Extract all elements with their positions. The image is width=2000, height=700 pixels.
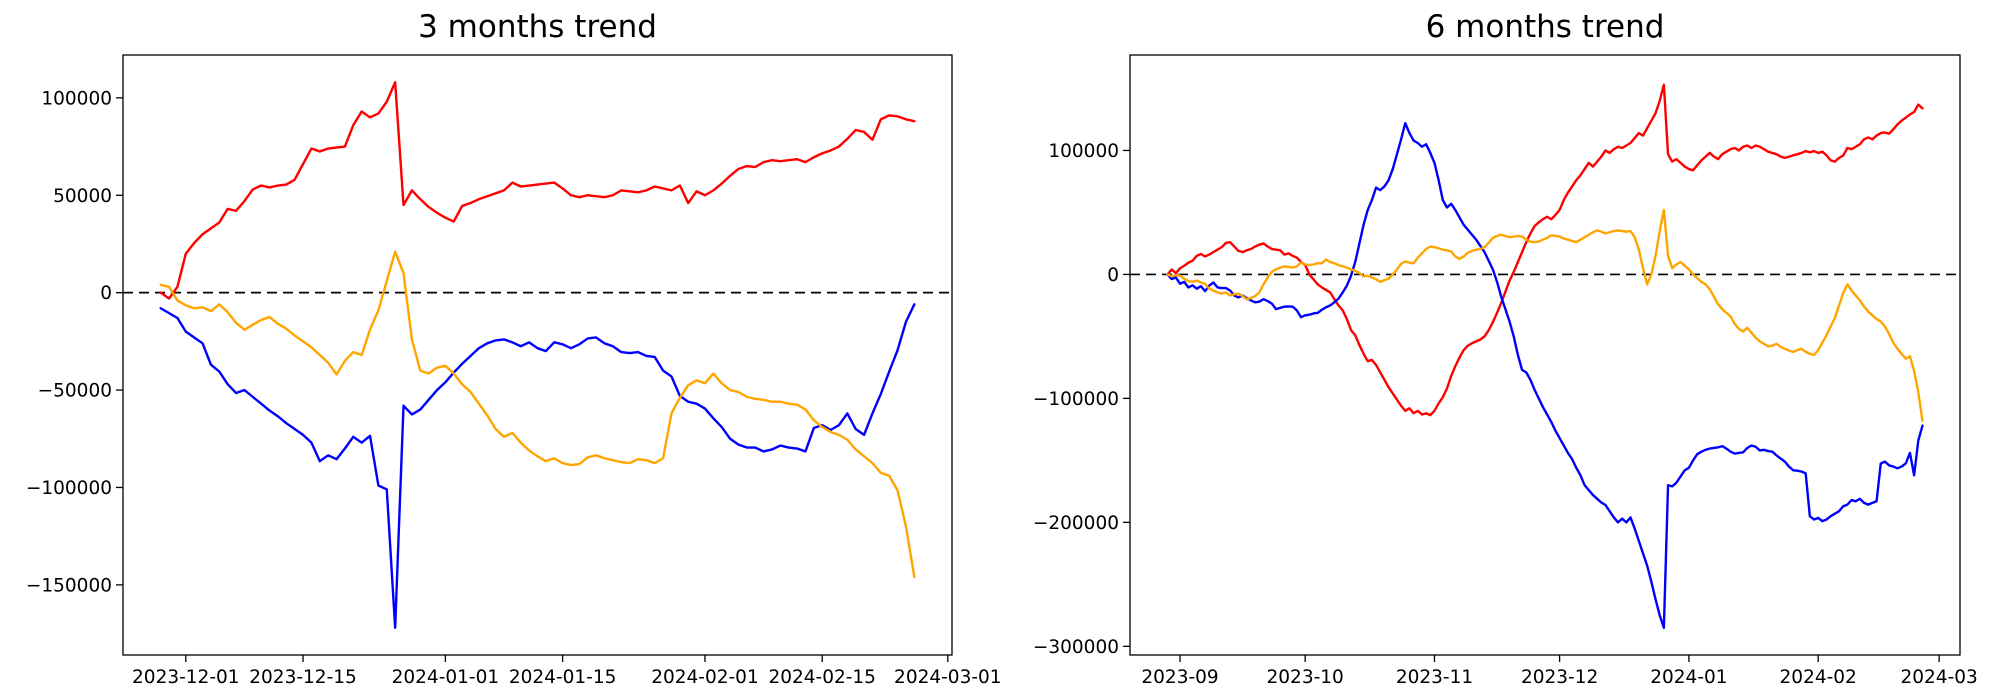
chart-canvas-3-months: 2023-12-01 2023-12-15 2024-01-01 2024-01-15… <box>26 54 1000 688</box>
y-tick-label: 0 <box>1107 265 1119 286</box>
chart-3-months-trend: 3 months trend 2023-12-01 2023-12-15 2024-… <box>26 9 1000 688</box>
plot-border <box>1129 54 1961 656</box>
x-tick-label: 2023-12-01 <box>132 667 240 688</box>
blue-series-line <box>159 303 916 629</box>
x-tick-label: 2024-03 <box>1900 667 1977 688</box>
y-tick-label: −200000 <box>1033 513 1119 534</box>
chart-canvas-6-months: 2023-09 2023-10 2023-11 2023-12 2024-01 2024-… <box>1033 54 1978 688</box>
orange-series-line <box>1166 208 1924 422</box>
x-tick-label: 2023-12-15 <box>249 667 357 688</box>
x-tick-label: 2023-11 <box>1396 667 1473 688</box>
x-tick-label: 2024-02-15 <box>768 667 876 688</box>
y-tick-label: 50000 <box>53 186 112 207</box>
y-tick-label: −50000 <box>38 381 112 402</box>
x-tick-label: 2023-10 <box>1267 667 1344 688</box>
x-tick-label: 2024-02 <box>1780 667 1857 688</box>
y-tick-label: −300000 <box>1033 637 1119 658</box>
y-tick-label: −100000 <box>1033 389 1119 410</box>
blue-series-line <box>1166 121 1924 629</box>
chart-title: 3 months trend <box>418 9 657 45</box>
x-tick-label: 2024-01-01 <box>392 667 500 688</box>
y-tick-label: 0 <box>100 283 112 304</box>
y-tick-label: −150000 <box>26 575 112 596</box>
x-tick-label: 2024-03-01 <box>894 667 1000 688</box>
red-series-line <box>1166 83 1924 417</box>
y-tick-label: 100000 <box>41 88 112 109</box>
chart-6-months-trend: 6 months trend 2023-09 2023-10 2023-11 2023… <box>1000 0 2000 700</box>
plot-border <box>122 54 953 656</box>
chart-title: 6 months trend <box>1425 9 1665 45</box>
y-tick-label: 100000 <box>1048 141 1119 162</box>
x-tick-label: 2023-09 <box>1141 667 1218 688</box>
x-tick-label: 2023-12 <box>1521 667 1598 688</box>
orange-series-line <box>159 250 916 579</box>
x-tick-label: 2024-01 <box>1650 667 1727 688</box>
y-tick-label: −100000 <box>26 478 112 499</box>
x-tick-label: 2024-02-01 <box>651 667 759 688</box>
red-series-line <box>159 81 916 300</box>
x-tick-label: 2024-01-15 <box>509 667 617 688</box>
